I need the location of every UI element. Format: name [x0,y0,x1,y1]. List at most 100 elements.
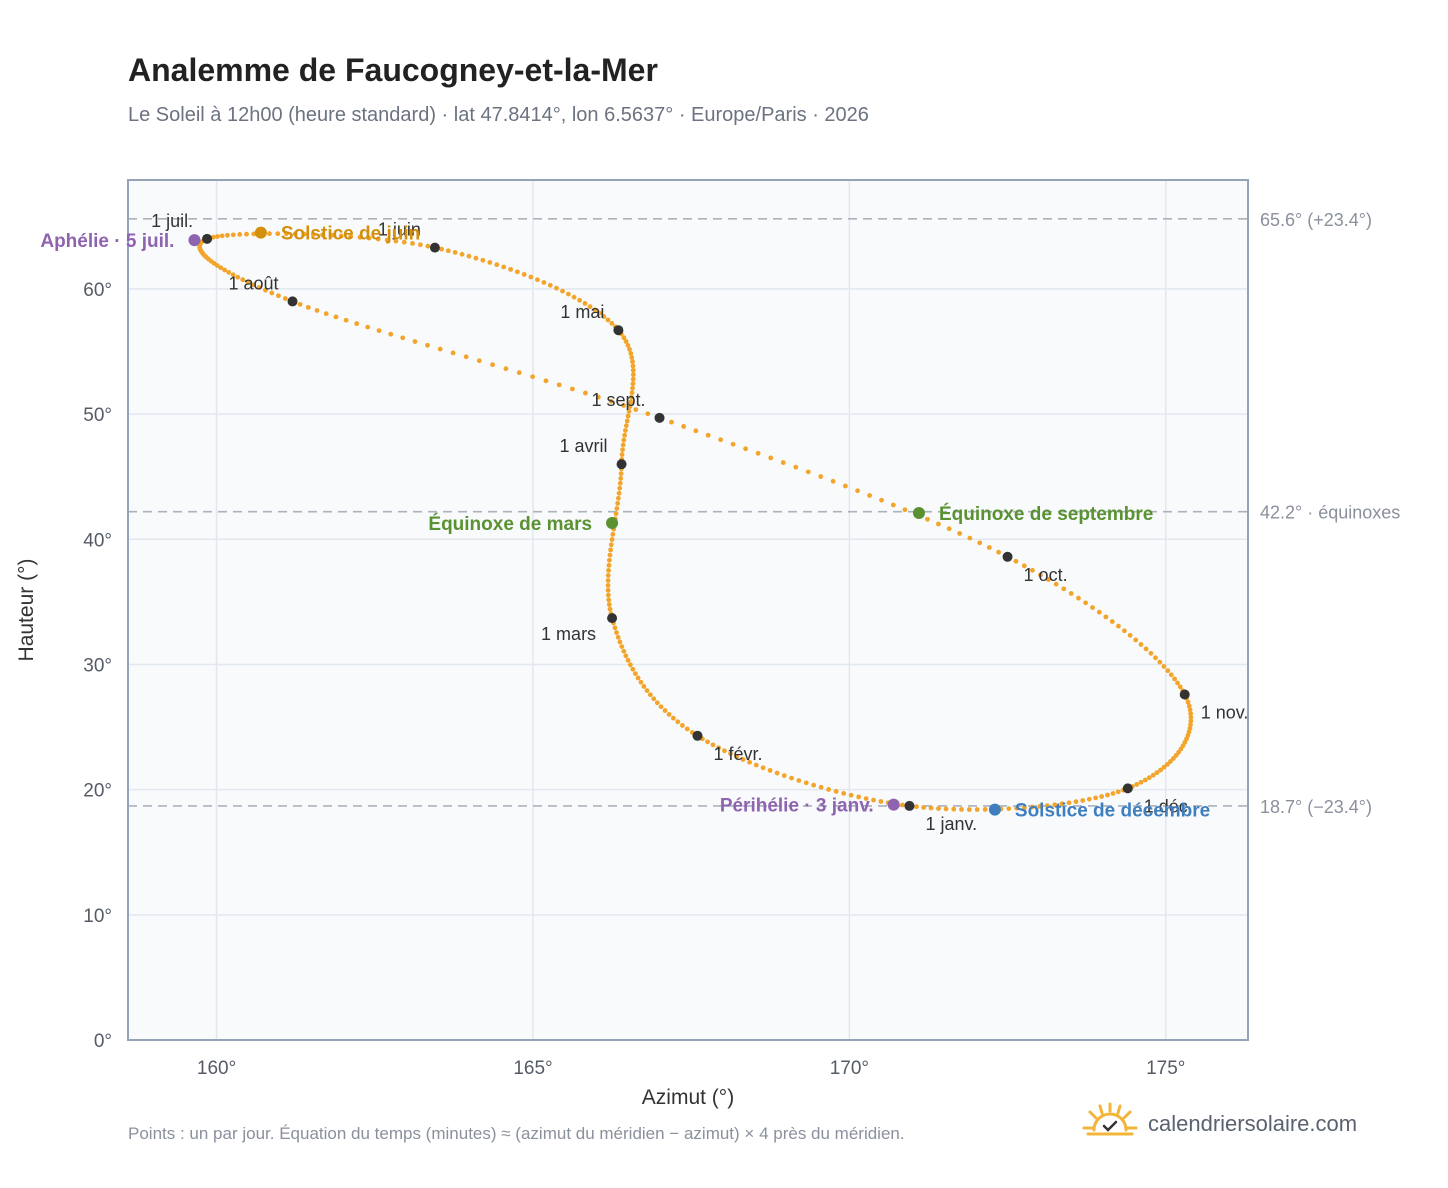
daily-sun-point [541,280,547,285]
daily-sun-point [641,684,647,689]
daily-sun-point [516,370,522,376]
daily-sun-point [936,521,941,527]
daily-sun-point [1154,770,1160,776]
daily-sun-point [601,314,607,319]
daily-sun-point [275,231,281,237]
daily-sun-point [625,657,631,663]
brand-name[interactable]: calendriersolaire.com [1148,1111,1358,1136]
daily-sun-point [459,251,465,257]
daily-sun-point [666,711,672,717]
daily-sun-point [803,780,809,786]
daily-sun-point [662,708,668,713]
daily-sun-point [301,231,307,237]
month-label: 1 déc. [1144,796,1193,816]
daily-sun-point [577,297,583,303]
daily-sun-point [1188,722,1193,728]
daily-sun-point [1171,756,1176,761]
daily-sun-point [445,248,451,254]
daily-sun-point [256,285,262,290]
daily-sun-point [267,231,272,237]
daily-sun-point [705,432,711,438]
daily-sun-point [755,450,761,456]
daily-sun-point [1116,623,1121,629]
daily-sun-point [914,804,919,810]
daily-sun-point [651,696,657,702]
daily-sun-point [740,757,746,762]
daily-sun-point [1083,600,1088,606]
daily-sun-point [323,311,329,317]
daily-sun-point [251,282,256,288]
daily-sun-point [848,792,854,798]
daily-sun-point [528,274,534,280]
daily-sun-point [320,232,325,238]
month-marker [202,233,213,244]
daily-sun-point [237,232,243,237]
daily-sun-point [1173,752,1179,758]
daily-sun-point [716,745,722,751]
daily-sun-point [222,267,227,273]
daily-sun-point [627,404,633,410]
daily-sun-point [974,807,980,812]
daily-sun-point [966,807,972,812]
month-label: 1 mars [541,624,596,644]
daily-sun-point [734,754,740,759]
daily-sun-point [1014,805,1020,811]
daily-sun-point [902,507,908,513]
daily-sun-point [760,765,766,771]
daily-sun-point [621,437,627,443]
daily-sun-point [401,239,407,245]
daily-sun-point [1172,676,1177,682]
daily-sun-point [625,413,631,419]
brand[interactable]: calendriersolaire.com [1082,1102,1357,1146]
daily-sun-point [1045,577,1051,582]
month-label: 1 oct. [1024,565,1068,585]
daily-sun-point [503,366,509,372]
month-label: 1 sept. [591,390,645,410]
daily-sun-point [608,542,614,548]
daily-sun-point [214,263,220,268]
daily-sun-point [582,301,588,306]
daily-sun-point [515,269,520,275]
daily-sun-point [623,339,629,344]
daily-sun-point [826,787,832,792]
daily-sun-point [613,511,619,517]
daily-sun-point [569,386,575,392]
daily-sun-point [900,802,905,808]
daily-sun-point [1080,798,1086,803]
daily-sun-point [818,474,824,479]
event-label: Équinoxe de mars [428,513,592,535]
daily-sun-point [610,531,616,537]
daily-sun-point [681,424,687,429]
daily-sun-point [606,568,611,573]
daily-sun-point [818,784,824,790]
daily-sun-point [1188,714,1194,720]
daily-sun-point [614,630,619,635]
daily-sun-point [946,526,952,532]
daily-sun-point [670,715,676,721]
daily-sun-point [625,342,631,348]
daily-sun-point [365,324,371,330]
daily-sun-point [393,238,399,244]
daily-sun-point [618,476,624,481]
month-marker [1002,551,1013,562]
daily-sun-point [384,237,390,243]
daily-sun-point [1096,609,1102,615]
daily-sun-point [623,428,628,433]
daily-sun-point [977,540,983,546]
daily-sun-point [283,231,289,237]
daily-sun-point [620,447,625,453]
x-tick-label: 170° [830,1058,869,1079]
daily-sun-point [841,790,847,796]
daily-sun-point [743,446,748,452]
daily-sun-point [473,255,479,261]
daily-sun-point [606,602,612,607]
daily-sun-point [608,398,614,404]
month-marker [1179,689,1190,700]
daily-sun-point [943,806,949,812]
daily-sun-point [638,679,644,685]
daily-sun-point [1150,772,1156,778]
daily-sun-point [628,394,634,400]
daily-sun-point [647,692,653,698]
month-marker [1122,783,1133,794]
